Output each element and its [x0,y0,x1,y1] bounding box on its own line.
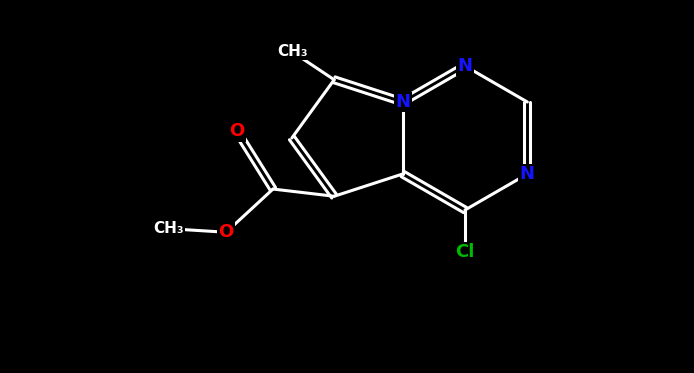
Text: CH₃: CH₃ [277,44,307,59]
Text: N: N [395,93,410,111]
Text: O: O [229,122,244,141]
Text: CH₃: CH₃ [153,221,184,236]
Text: O: O [219,223,234,241]
Text: N: N [457,57,473,75]
Text: N: N [520,165,535,183]
Text: Cl: Cl [455,243,475,261]
